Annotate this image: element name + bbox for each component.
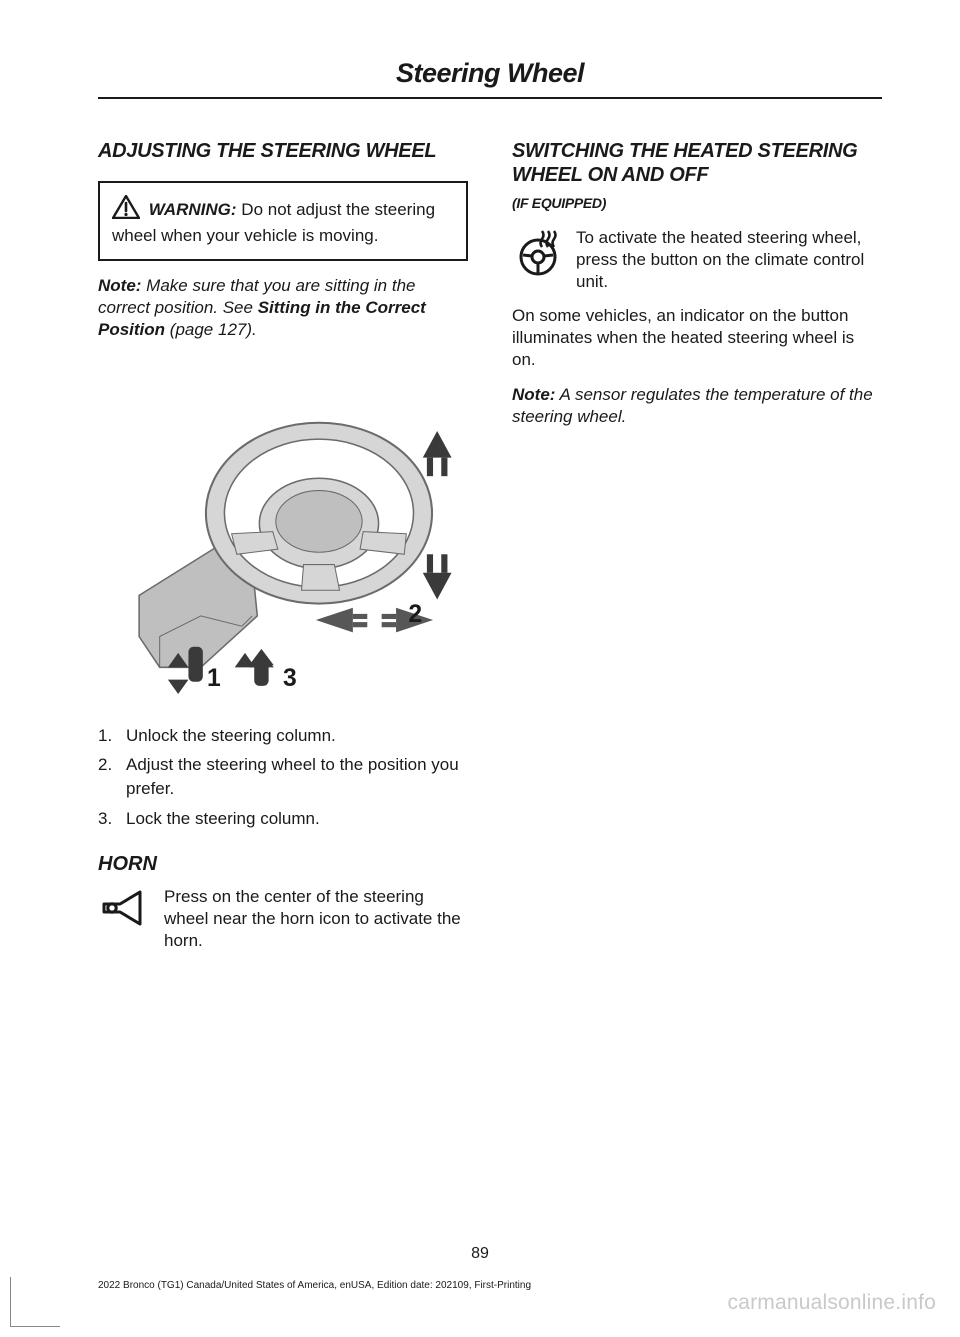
horn-text: Press on the center of the steering whee… (164, 886, 468, 952)
warning-label: WARNING: (149, 200, 237, 219)
figure-label-1: 1 (207, 665, 221, 692)
step-1: 1.Unlock the steering column. (98, 724, 468, 748)
if-equipped: (IF EQUIPPED) (512, 195, 882, 211)
heading-heated: SWITCHING THE HEATED STEERING WHEEL ON A… (512, 139, 882, 187)
heated-body: On some vehicles, an indicator on the bu… (512, 305, 882, 371)
crop-mark (10, 1277, 60, 1327)
heated-row: To activate the heated steering wheel, p… (512, 227, 882, 293)
note-text-2: A sensor regulates the temperature of th… (512, 385, 873, 426)
title-rule (98, 97, 882, 99)
figure-label-2: 2 (408, 602, 422, 629)
note-tail: (page 127). (165, 320, 257, 339)
note-heated: Note: A sensor regulates the temperature… (512, 384, 882, 428)
steps-list: 1.Unlock the steering column. 2.Adjust t… (98, 724, 468, 831)
heated-text: To activate the heated steering wheel, p… (576, 227, 882, 293)
step-2: 2.Adjust the steering wheel to the posit… (98, 753, 468, 801)
content-columns: ADJUSTING THE STEERING WHEEL WARNING: Do… (98, 139, 882, 952)
steering-figure: 2 1 3 (98, 359, 468, 703)
step-1-text: Unlock the steering column. (126, 724, 336, 748)
left-column: ADJUSTING THE STEERING WHEEL WARNING: Do… (98, 139, 468, 952)
watermark: carmanualsonline.info (728, 1291, 937, 1315)
heading-adjusting: ADJUSTING THE STEERING WHEEL (98, 139, 468, 163)
page-title: Steering Wheel (98, 58, 882, 89)
horn-icon (98, 886, 152, 936)
footer-line: 2022 Bronco (TG1) Canada/United States o… (98, 1280, 531, 1291)
warning-box: WARNING: Do not adjust the steering whee… (98, 181, 468, 261)
note-label: Note: (98, 276, 141, 295)
note-adjust: Note: Make sure that you are sitting in … (98, 275, 468, 341)
step-3-text: Lock the steering column. (126, 807, 320, 831)
horn-row: Press on the center of the steering whee… (98, 886, 468, 952)
note-label-2: Note: (512, 385, 555, 404)
right-column: SWITCHING THE HEATED STEERING WHEEL ON A… (512, 139, 882, 952)
heading-horn: HORN (98, 853, 468, 876)
heated-steering-icon (512, 227, 564, 285)
page-number: 89 (0, 1245, 960, 1263)
step-2-text: Adjust the steering wheel to the positio… (126, 753, 468, 801)
step-3: 3.Lock the steering column. (98, 807, 468, 831)
warning-triangle-icon (112, 195, 140, 225)
figure-label-3: 3 (283, 665, 297, 692)
